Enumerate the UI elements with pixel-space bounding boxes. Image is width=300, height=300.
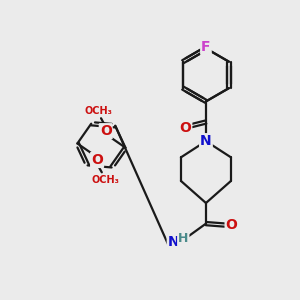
Text: O: O: [91, 153, 103, 167]
Text: OCH₃: OCH₃: [84, 106, 112, 116]
Text: O: O: [100, 124, 112, 138]
Text: N: N: [200, 134, 212, 148]
Text: F: F: [201, 40, 211, 54]
Text: O: O: [179, 121, 191, 135]
Text: N: N: [168, 236, 179, 250]
Text: OCH₃: OCH₃: [92, 175, 119, 185]
Text: H: H: [178, 232, 188, 245]
Text: O: O: [226, 218, 238, 232]
